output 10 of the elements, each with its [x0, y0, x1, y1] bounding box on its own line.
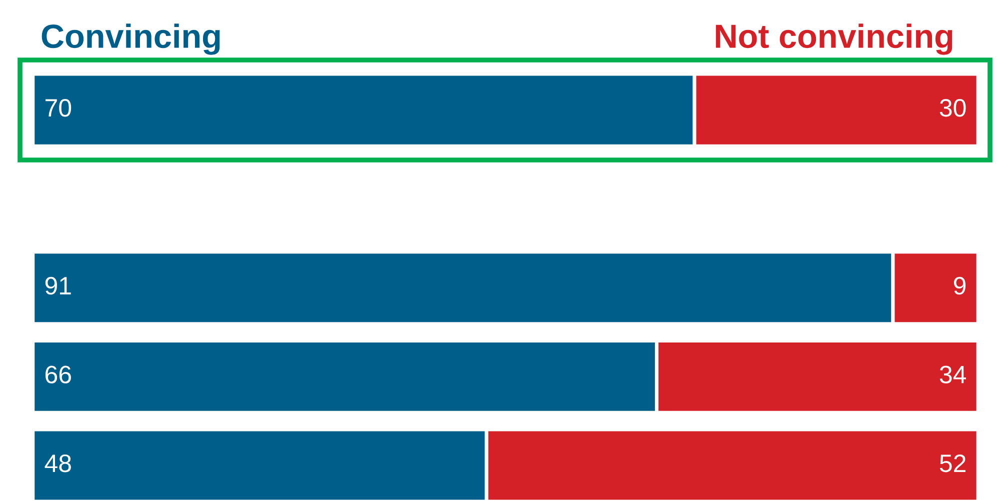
data-label: 9 [954, 276, 966, 295]
data-label: 34 [940, 366, 966, 384]
data-label: 91 [45, 276, 71, 295]
series-label: Convincing [42, 24, 220, 55]
series-label: Not convincing [716, 24, 952, 55]
data-label: 52 [940, 454, 966, 472]
data-label: 48 [44, 454, 71, 472]
data-label: 70 [46, 99, 72, 117]
data-label: 30 [940, 99, 966, 117]
data-label: 66 [46, 366, 71, 384]
